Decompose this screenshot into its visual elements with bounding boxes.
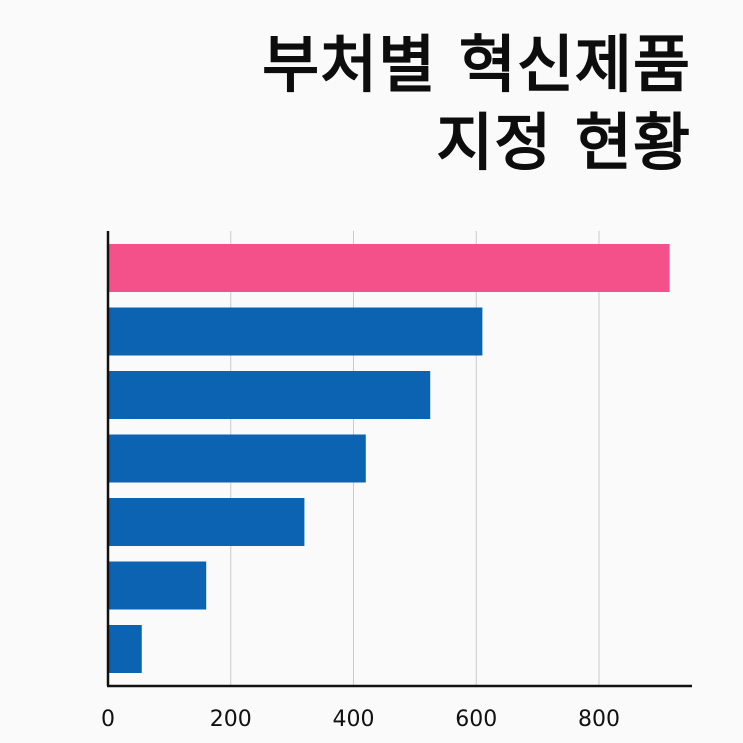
bar-2: [108, 307, 483, 356]
chart-title-line-1: 부처별 혁신제품: [262, 28, 691, 101]
bar-7: [108, 625, 142, 673]
x-tick-label-800: 800: [578, 707, 620, 732]
x-tick-label-600: 600: [455, 707, 497, 732]
bar-5: [108, 498, 305, 546]
chart-title: 부처별 혁신제품 지정 현황: [262, 26, 691, 182]
bar-1: [108, 244, 670, 292]
bar-4: [108, 434, 366, 483]
bar-6: [108, 561, 207, 610]
chart-title-line-2: 지정 현황: [436, 106, 691, 179]
x-tick-label-0: 0: [101, 707, 115, 732]
bar-3: [108, 371, 431, 419]
x-tick-label-400: 400: [333, 707, 375, 732]
x-tick-label-200: 200: [210, 707, 252, 732]
